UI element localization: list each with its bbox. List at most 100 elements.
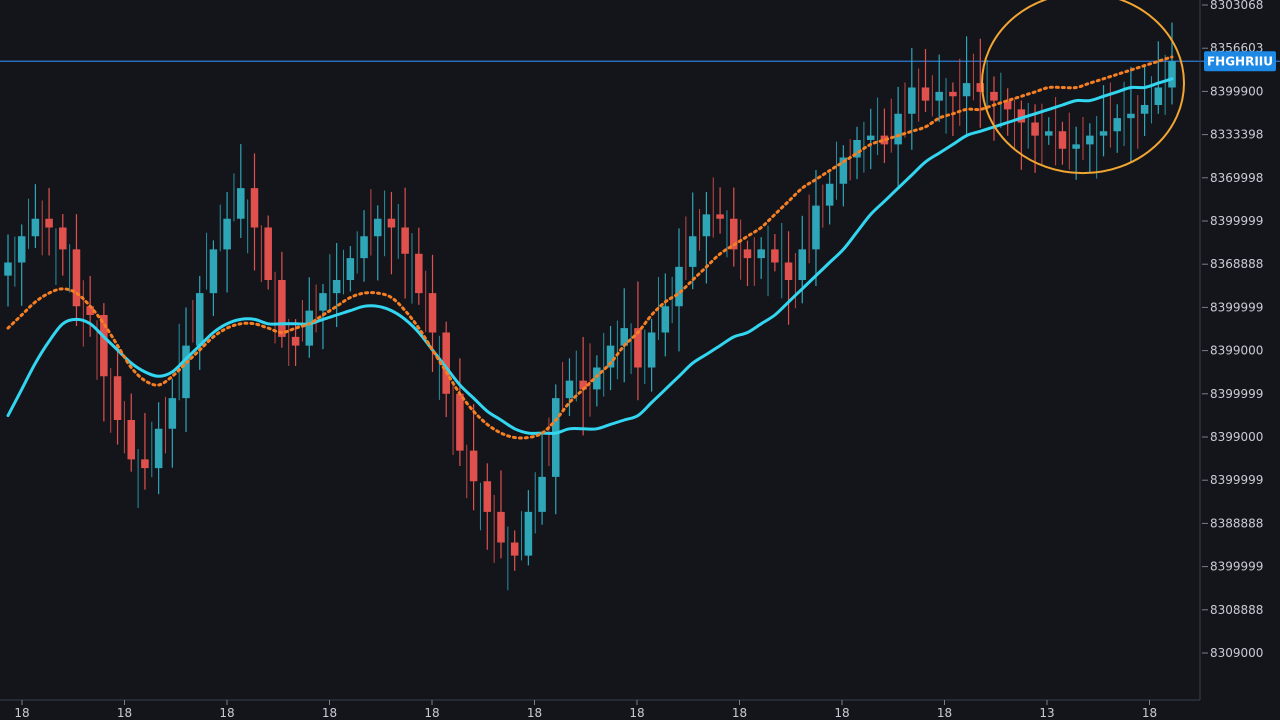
price-axis-label: 8308888 — [1210, 603, 1263, 617]
candle-body — [688, 236, 697, 267]
candle-body — [990, 91, 998, 101]
candle — [908, 48, 920, 150]
candle-body — [168, 398, 177, 429]
candle-body — [825, 183, 834, 206]
candle-body — [497, 511, 505, 543]
candle — [250, 153, 262, 283]
candle — [17, 198, 30, 306]
candle-body — [346, 258, 355, 280]
candle — [825, 141, 837, 225]
current-price-label-background — [1204, 51, 1276, 72]
price-axis-label: 8303068 — [1210, 0, 1263, 12]
candle-body — [798, 249, 807, 280]
candle-body — [319, 293, 327, 311]
time-axis-label: 18 — [1142, 706, 1157, 720]
candle — [1127, 66, 1139, 163]
candle — [305, 277, 317, 358]
candle-body — [182, 345, 190, 399]
current-price-label: FHGHRIIU — [1207, 54, 1273, 68]
candle-body — [839, 157, 848, 184]
candle — [195, 232, 208, 370]
candle-body — [1127, 113, 1135, 119]
time-axis-label: 18 — [732, 706, 747, 720]
candle — [1017, 100, 1029, 170]
candle — [182, 299, 194, 433]
candle-body — [661, 306, 670, 333]
candle-body — [1003, 100, 1012, 110]
candle — [990, 72, 1002, 141]
candle-body — [921, 87, 930, 101]
candle-body — [1058, 131, 1067, 149]
candle-body — [510, 542, 519, 556]
highlight-circle-annotation — [981, 0, 1185, 175]
candle-body — [86, 306, 94, 315]
candle-body — [264, 227, 272, 280]
candle-body — [949, 91, 957, 97]
moving-average-fast-dotted-line — [6, 55, 1174, 440]
candle-body — [634, 328, 642, 368]
time-axis-label: 18 — [219, 706, 234, 720]
candle-body — [141, 459, 149, 469]
candle — [1003, 88, 1016, 148]
candle-body — [593, 367, 601, 390]
candle — [593, 332, 605, 407]
candle-body — [72, 249, 81, 307]
price-axis-label: 8399000 — [1210, 344, 1263, 358]
candle-body — [743, 249, 752, 259]
candle — [935, 54, 947, 134]
candle — [606, 320, 618, 391]
candle — [387, 191, 399, 275]
time-axis-label: 18 — [322, 706, 337, 720]
candle-body — [962, 83, 971, 97]
candle — [59, 213, 71, 293]
candle-body — [127, 420, 136, 460]
candle-body — [278, 280, 286, 337]
candle-body — [100, 315, 108, 377]
candle-body — [1086, 135, 1094, 145]
price-axis-label: 8399000 — [1210, 430, 1263, 444]
candle — [209, 204, 221, 317]
price-axis-label: 8399999 — [1210, 300, 1263, 314]
candle — [976, 38, 988, 128]
candle-body — [1168, 61, 1176, 88]
candle-body — [237, 188, 245, 219]
candle — [168, 323, 180, 468]
candle — [866, 97, 879, 170]
candle — [469, 404, 481, 531]
candle-body — [908, 87, 916, 114]
candle-body — [291, 336, 300, 346]
candle-body — [1113, 118, 1121, 132]
moving-average-slow-line — [6, 77, 1174, 435]
candle — [579, 336, 591, 436]
candle — [497, 470, 509, 591]
price-axis-label: 8399999 — [1210, 387, 1263, 401]
candle-body — [59, 227, 67, 250]
candle-body — [1044, 131, 1053, 136]
price-axis-label: 8333398 — [1210, 128, 1263, 142]
candle-body — [579, 380, 587, 390]
time-axis-label: 13 — [1039, 706, 1054, 720]
candle-body — [1017, 109, 1026, 123]
candle-body — [1099, 131, 1108, 136]
candle-body — [647, 332, 656, 368]
candle-body — [880, 135, 889, 145]
candle-body — [373, 218, 382, 237]
current-price-tag: FHGHRIIU — [1204, 51, 1276, 72]
candle-body — [1154, 87, 1163, 105]
candle-body — [716, 214, 724, 219]
candle-body — [565, 380, 574, 399]
time-axis-label: 18 — [527, 706, 542, 720]
candle-body — [4, 262, 12, 276]
candle-body — [620, 328, 629, 346]
candle-body — [894, 113, 902, 145]
candle — [839, 139, 851, 207]
candle — [962, 36, 974, 137]
price-axis-label: 8399999 — [1210, 473, 1263, 487]
candle — [483, 463, 495, 563]
candle-body — [250, 188, 259, 228]
candle-body — [442, 332, 450, 394]
candle — [743, 237, 755, 287]
candle-body — [730, 218, 738, 250]
